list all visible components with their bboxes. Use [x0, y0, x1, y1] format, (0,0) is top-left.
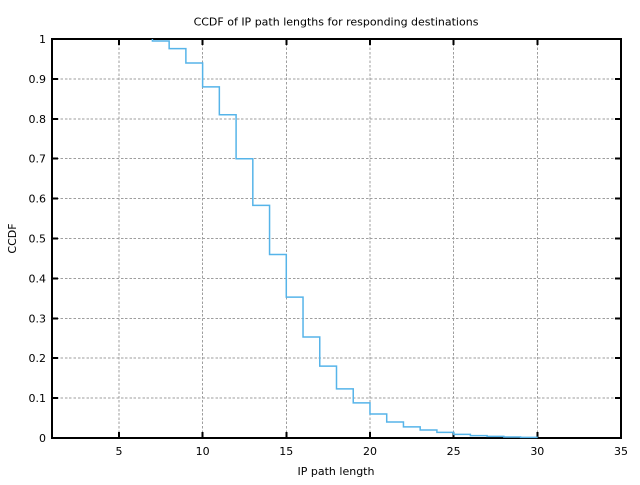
y-tick-label: 0.2 — [29, 352, 47, 365]
plot-border — [51, 38, 622, 439]
y-axis-label: CCDF — [6, 223, 19, 253]
y-tick-label: 0.6 — [29, 193, 47, 206]
ccdf-curve-group — [151, 39, 539, 439]
y-tick-label: 0.5 — [29, 233, 47, 246]
y-tick-label: 0.7 — [29, 153, 47, 166]
chart-title: CCDF of IP path lengths for responding d… — [194, 16, 479, 29]
x-tick-label: 30 — [530, 445, 544, 458]
y-tick-label: 0.4 — [29, 272, 47, 285]
y-tick-label: 0.3 — [29, 312, 47, 325]
x-tick-label: 15 — [279, 445, 293, 458]
x-tick-label: 35 — [614, 445, 628, 458]
y-tick-label: 0 — [39, 432, 46, 445]
y-tick-label: 0.8 — [29, 113, 47, 126]
y-tick-label: 0.1 — [29, 392, 47, 405]
y-tick-label: 0.9 — [29, 73, 47, 86]
y-tick-label: 1 — [39, 33, 46, 46]
ccdf-step-curve — [151, 39, 539, 439]
y-tick-labels: 0 0.1 0.2 0.3 0.4 0.5 0.6 0.7 0.8 0.9 1 — [29, 33, 47, 445]
x-tick-label: 25 — [447, 445, 461, 458]
x-axis-label: IP path length — [298, 465, 375, 478]
x-tick-labels: 5 10 15 20 25 30 35 — [115, 445, 628, 458]
x-tick-label: 10 — [196, 445, 210, 458]
x-tick-label: 5 — [115, 445, 122, 458]
x-tick-label: 20 — [363, 445, 377, 458]
gridlines — [52, 39, 621, 438]
